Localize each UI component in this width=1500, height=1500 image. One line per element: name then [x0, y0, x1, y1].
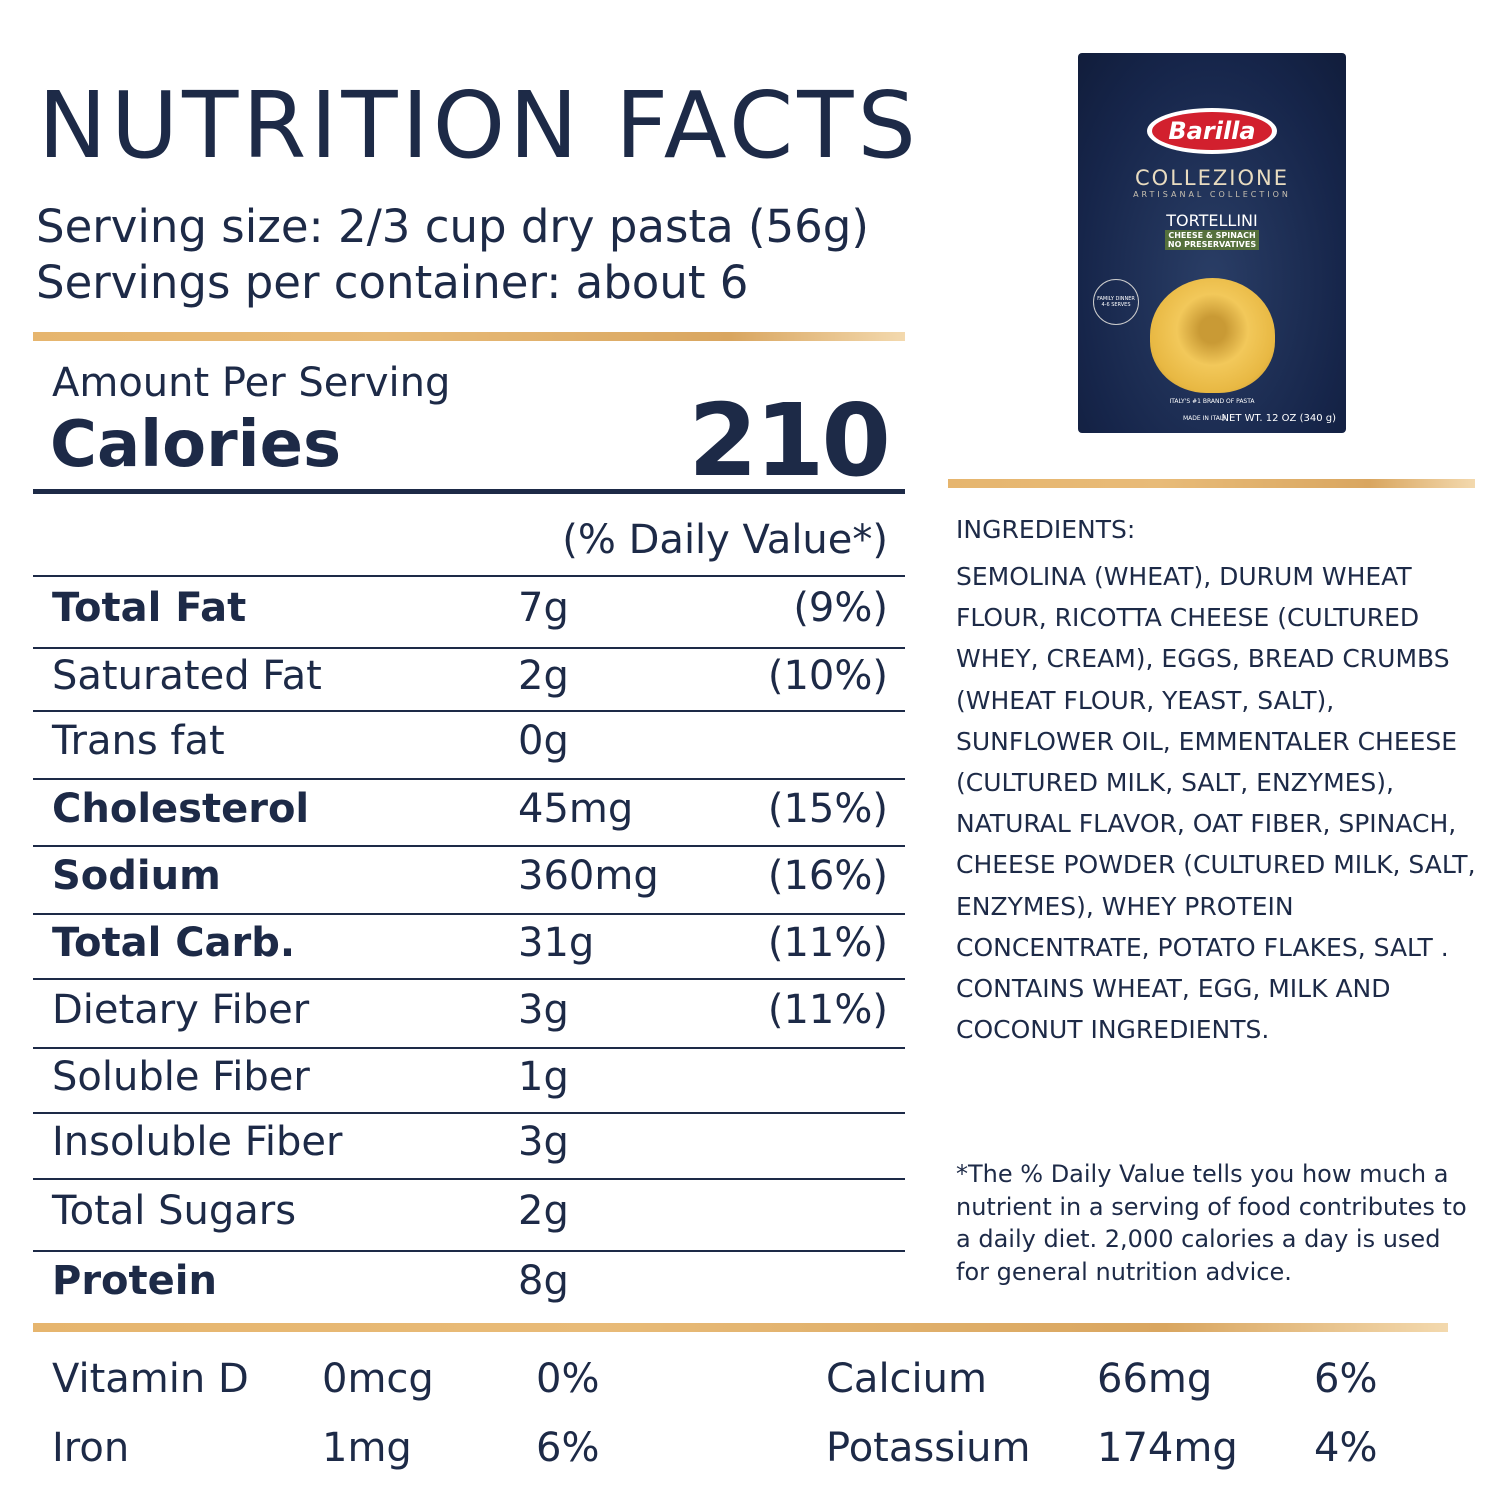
row-divider: [33, 575, 905, 577]
nutrient-daily-value: (16%): [767, 853, 888, 899]
mineral-amount: 1mg: [322, 1425, 412, 1471]
package-product: TORTELLINI: [1166, 211, 1258, 230]
nutrient-amount: 8g: [518, 1258, 569, 1304]
row-divider: [33, 647, 905, 649]
row-divider: [33, 978, 905, 980]
mineral-label: Vitamin D: [52, 1356, 249, 1402]
mineral-label: Iron: [52, 1425, 130, 1471]
nutrient-label: Saturated Fat: [52, 652, 322, 699]
ingredients-text: SEMOLINA (WHEAT), DURUM WHEAT FLOUR, RIC…: [956, 562, 1476, 1045]
nutrient-label: Total Sugars: [52, 1188, 297, 1234]
footnote: *The % Daily Value tells you how much a …: [956, 1160, 1467, 1286]
calories-label: Calories: [50, 408, 342, 482]
nutrient-daily-value: (11%): [767, 986, 888, 1033]
package-net-wt: NET WT. 12 OZ (340 g): [1221, 413, 1336, 424]
page-title: NUTRITION FACTS: [38, 72, 920, 179]
row-divider: [33, 1178, 905, 1180]
nutrient-label: Cholesterol: [52, 785, 310, 832]
nutrient-amount: 360mg: [518, 853, 659, 899]
nutrient-label: Sodium: [52, 853, 221, 899]
nutrient-label: Total Fat: [52, 585, 247, 631]
nutrient-amount: 31g: [518, 919, 595, 966]
row-divider: [33, 845, 905, 847]
nutrient-daily-value: (11%): [767, 919, 888, 966]
nutrient-label: Trans fat: [52, 718, 225, 764]
mineral-dv: 0%: [536, 1356, 600, 1402]
package-origin: MADE IN ITALY: [1183, 415, 1227, 422]
row-divider: [33, 778, 905, 780]
mineral-label: Calcium: [826, 1356, 987, 1402]
serving-size: Serving size: 2/3 cup dry pasta (56g): [36, 200, 869, 253]
mineral-amount: 66mg: [1097, 1356, 1213, 1402]
nutrient-amount: 0g: [518, 718, 569, 764]
divider-gold: [33, 332, 905, 341]
row-divider: [33, 1047, 905, 1049]
nutrient-daily-value: (9%): [793, 585, 888, 631]
nutrient-label: Dietary Fiber: [52, 986, 310, 1033]
nutrient-amount: 1g: [518, 1053, 569, 1100]
nutrient-amount: 7g: [518, 585, 569, 631]
dv-header: (% Daily Value*): [562, 517, 888, 563]
brand-logo: Barilla: [1147, 108, 1277, 154]
nutrient-daily-value: (10%): [767, 652, 888, 699]
nutrient-amount: 3g: [518, 986, 569, 1033]
nutrient-amount: 3g: [518, 1119, 569, 1165]
nutrient-amount: 2g: [518, 652, 569, 699]
package-tagline: ITALY'S #1 BRAND OF PASTA: [1169, 398, 1255, 405]
mineral-amount: 0mcg: [322, 1356, 434, 1402]
row-divider: [33, 1112, 905, 1114]
row-divider: [33, 710, 905, 712]
nutrient-daily-value: (15%): [767, 785, 888, 832]
calories-value: 210: [688, 382, 891, 499]
mineral-dv: 4%: [1314, 1425, 1378, 1471]
servings-per-container: Servings per container: about 6: [36, 256, 749, 309]
package-subline: ARTISANAL COLLECTION: [1133, 190, 1291, 199]
serves-badge: FAMILY DINNER 4-6 SERVES: [1093, 279, 1139, 325]
nutrient-amount: 45mg: [518, 785, 634, 832]
amount-per-serving: Amount Per Serving: [52, 360, 451, 406]
product-package-image: Barilla COLLEZIONE ARTISANAL COLLECTION …: [1078, 53, 1346, 433]
package-claim: NO PRESERVATIVES: [1167, 240, 1257, 249]
divider-thick: [33, 489, 905, 494]
package-line: COLLEZIONE: [1135, 166, 1289, 190]
divider-gold: [33, 1323, 1448, 1332]
mineral-dv: 6%: [536, 1425, 600, 1471]
mineral-label: Potassium: [826, 1425, 1031, 1471]
nutrient-label: Insoluble Fiber: [52, 1119, 343, 1165]
mineral-amount: 174mg: [1097, 1425, 1238, 1471]
row-divider: [33, 1250, 905, 1252]
mineral-dv: 6%: [1314, 1356, 1378, 1402]
package-flavor: CHEESE & SPINACH: [1168, 231, 1256, 240]
nutrient-amount: 2g: [518, 1188, 569, 1234]
nutrient-label: Soluble Fiber: [52, 1053, 310, 1100]
nutrient-label: Protein: [52, 1258, 217, 1304]
ingredients-heading: INGREDIENTS:: [956, 515, 1136, 544]
row-divider: [33, 913, 905, 915]
nutrient-label: Total Carb.: [52, 919, 296, 966]
divider-gold: [948, 479, 1475, 488]
tortellini-image: [1150, 278, 1275, 393]
